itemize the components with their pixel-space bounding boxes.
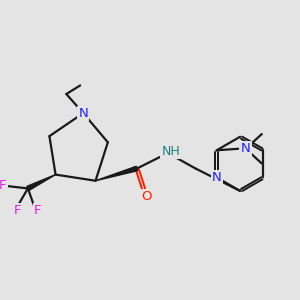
Polygon shape [95,166,138,181]
Text: N: N [212,171,221,184]
Text: F: F [0,179,6,193]
Text: F: F [14,204,22,217]
Text: NH: NH [161,145,180,158]
Text: N: N [241,142,251,155]
Text: N: N [78,106,88,120]
Polygon shape [27,175,56,190]
Text: F: F [34,204,41,217]
Text: O: O [142,190,152,202]
